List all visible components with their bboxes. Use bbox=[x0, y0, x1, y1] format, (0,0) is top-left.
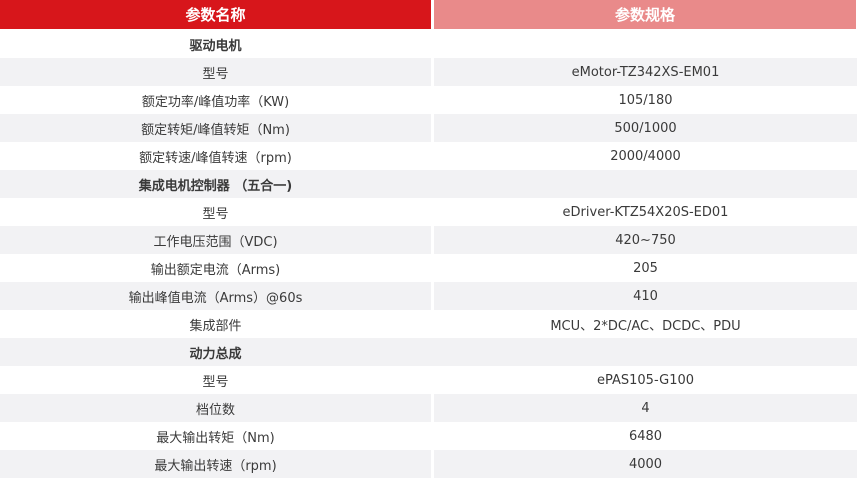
param-value bbox=[434, 170, 857, 198]
param-name: 工作电压范围（VDC) bbox=[0, 226, 431, 254]
table-row: 工作电压范围（VDC) 420~750 bbox=[0, 226, 857, 254]
table-header: 参数名称 参数规格 bbox=[0, 0, 857, 30]
section-row: 集成电机控制器 （五合一) bbox=[0, 170, 857, 198]
param-value: 2000/4000 bbox=[610, 148, 681, 164]
table-row: 最大输出转矩（Nm) 6480 bbox=[0, 422, 857, 450]
param-name: 最大输出转矩（Nm) bbox=[156, 430, 275, 446]
param-value: 6480 bbox=[628, 428, 663, 444]
section-title: 驱动电机 bbox=[189, 38, 242, 54]
table-row: 额定转矩/峰值转矩（Nm) 500/1000 bbox=[0, 114, 857, 142]
table-row: 输出峰值电流（Arms）@60s 410 bbox=[0, 282, 857, 310]
section-row: 动力总成 bbox=[0, 338, 857, 366]
param-name: 档位数 bbox=[0, 394, 431, 422]
param-name: 输出峰值电流（Arms）@60s bbox=[0, 282, 431, 310]
header-param-name: 参数名称 bbox=[0, 0, 431, 29]
param-value: MCU、2*DC/AC、DCDC、PDU bbox=[550, 318, 741, 334]
param-name: 输出额定电流（Arms) bbox=[150, 262, 281, 278]
param-value: ePAS105-G100 bbox=[596, 372, 695, 388]
param-value: 205 bbox=[633, 260, 658, 276]
param-value: 420~750 bbox=[434, 226, 857, 254]
param-name: 额定转矩/峰值转矩（Nm) bbox=[0, 114, 431, 142]
param-value bbox=[434, 338, 857, 366]
table-row: 型号 ePAS105-G100 bbox=[0, 366, 857, 394]
table-row: 最大输出转速（rpm) 4000 bbox=[0, 450, 857, 478]
table-row: 输出额定电流（Arms) 205 bbox=[0, 254, 857, 282]
param-name: 型号 bbox=[0, 58, 431, 86]
param-name: 型号 bbox=[202, 206, 229, 222]
param-name: 额定功率/峰值功率（KW) bbox=[141, 94, 290, 110]
param-name: 最大输出转速（rpm) bbox=[0, 450, 431, 478]
table-row: 型号 eDriver-KTZ54X20S-ED01 bbox=[0, 198, 857, 226]
param-value: eDriver-KTZ54X20S-ED01 bbox=[562, 204, 729, 220]
param-value: 4000 bbox=[434, 450, 857, 478]
section-row: 驱动电机 bbox=[0, 30, 857, 58]
param-value bbox=[434, 30, 857, 58]
param-value: 4 bbox=[434, 394, 857, 422]
param-value: 410 bbox=[434, 282, 857, 310]
param-value: 500/1000 bbox=[434, 114, 857, 142]
param-name: 型号 bbox=[202, 374, 229, 390]
section-title: 集成电机控制器 （五合一) bbox=[138, 178, 293, 194]
table-row: 额定功率/峰值功率（KW) 105/180 bbox=[0, 86, 857, 114]
table-body: 驱动电机 型号 eMotor-TZ342XS-EM01 额定功率/峰值功率（KW) 10… bbox=[0, 30, 857, 478]
table-row: 型号 eMotor-TZ342XS-EM01 bbox=[0, 58, 857, 86]
section-title: 动力总成 bbox=[189, 346, 242, 362]
table-row: 档位数 4 bbox=[0, 394, 857, 422]
param-name: 集成部件 bbox=[189, 318, 242, 334]
param-name: 额定转速/峰值转速（rpm) bbox=[139, 150, 292, 166]
param-value: eMotor-TZ342XS-EM01 bbox=[434, 58, 857, 86]
table-row: 额定转速/峰值转速（rpm) 2000/4000 bbox=[0, 142, 857, 170]
header-param-spec: 参数规格 bbox=[434, 0, 856, 29]
param-value: 105/180 bbox=[618, 92, 673, 108]
table-row: 集成部件 MCU、2*DC/AC、DCDC、PDU bbox=[0, 310, 857, 338]
